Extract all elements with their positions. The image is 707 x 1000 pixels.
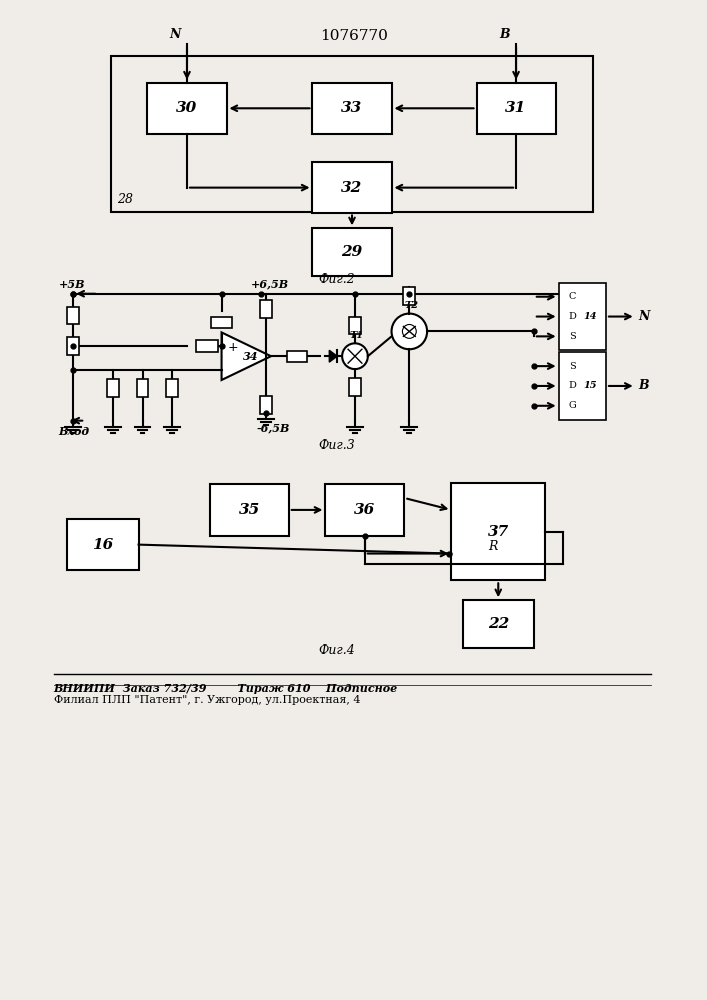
Text: T2: T2 [404,301,419,310]
Bar [477,83,556,134]
Bar [136,379,148,397]
Text: N: N [638,310,650,323]
Text: 34: 34 [243,351,258,362]
Text: B: B [500,28,510,41]
Text: Фиг.4: Фиг.4 [318,644,355,657]
Text: Фиг.2: Фиг.2 [318,273,355,286]
Bar [148,83,226,134]
Text: +5B: +5B [59,279,85,290]
Text: Вход: Вход [59,426,90,437]
Polygon shape [221,332,271,380]
Bar [312,83,392,134]
Text: +: + [227,341,238,354]
Bar [462,600,534,648]
Text: T1: T1 [350,331,364,340]
Text: N: N [170,28,181,41]
Text: G: G [568,401,576,410]
Bar [111,56,593,212]
Bar [559,352,606,420]
Bar [67,337,79,355]
Bar [312,228,392,276]
Text: 14: 14 [583,312,597,321]
Text: 33: 33 [341,101,363,115]
Text: 32: 32 [341,181,363,195]
Bar [349,317,361,334]
Text: Фиг.3: Фиг.3 [318,439,355,452]
Text: 37: 37 [488,525,509,539]
Text: 36: 36 [354,503,375,517]
Bar [260,396,272,414]
Bar [107,379,119,397]
Text: 31: 31 [506,101,527,115]
Text: 15: 15 [583,381,597,390]
Text: 22: 22 [488,617,509,631]
Text: D: D [568,312,576,321]
Circle shape [392,314,427,349]
Bar [67,307,79,324]
Bar [211,317,233,328]
Text: 29: 29 [341,245,363,259]
Text: 35: 35 [239,503,260,517]
Bar [559,283,606,350]
Text: 1076770: 1076770 [320,29,388,43]
Text: S: S [569,362,575,371]
Bar [287,351,307,362]
Polygon shape [329,350,337,362]
Text: ВНИИПИ  Заказ 732/39        Тираж 610    Подписное: ВНИИПИ Заказ 732/39 Тираж 610 Подписное [54,683,398,694]
Bar [260,300,272,318]
Bar [325,484,404,536]
Text: +6,5B: +6,5B [251,279,289,290]
Bar [404,287,415,305]
Text: -6,5B: -6,5B [256,423,290,434]
Text: 28: 28 [117,193,133,206]
Text: R: R [489,540,498,553]
Bar [312,162,392,213]
Text: 16: 16 [93,538,114,552]
Bar [196,340,218,352]
Text: D: D [568,381,576,390]
Text: B: B [638,379,649,392]
Bar [210,484,288,536]
Text: Филиал ПЛП "Патент", г. Ужгород, ул.Проектная, 4: Филиал ПЛП "Патент", г. Ужгород, ул.Прое… [54,695,360,705]
Bar [67,519,139,570]
Circle shape [342,343,368,369]
Text: S: S [569,332,575,341]
Bar [451,483,545,580]
Text: 30: 30 [176,101,198,115]
Bar [166,379,178,397]
Text: C: C [568,292,576,301]
Bar [349,378,361,396]
